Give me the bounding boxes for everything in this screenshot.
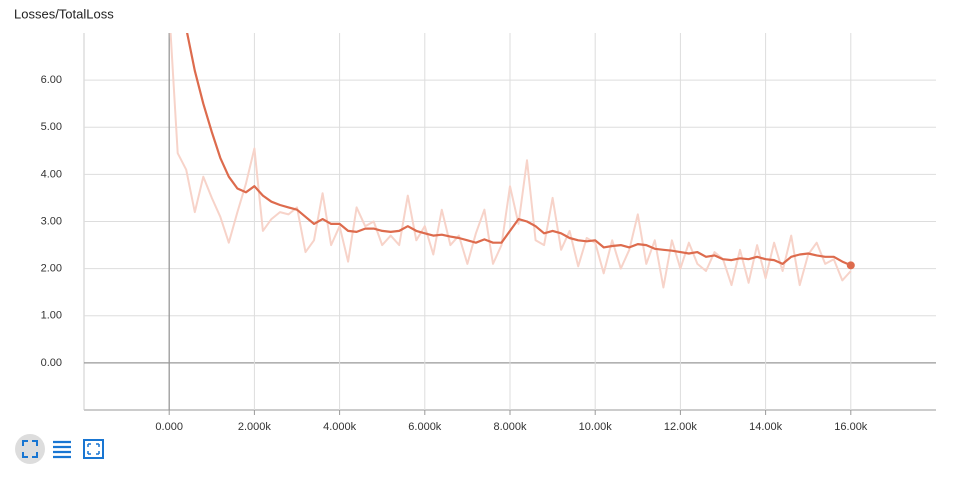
grid xyxy=(83,33,936,415)
x-tick-label: 0.000 xyxy=(155,421,183,433)
fit-button-bg[interactable] xyxy=(15,434,45,464)
plot xyxy=(169,33,852,289)
last-point xyxy=(846,261,855,270)
toolbar xyxy=(15,434,104,464)
y-tick-label: 0.00 xyxy=(41,357,62,369)
list-icon[interactable] xyxy=(53,440,71,459)
labels: 0.00 1.00 2.00 3.00 4.00 5.00 6.00 0.000 2.000k 4… xyxy=(41,74,868,433)
y-tick-label: 3.00 xyxy=(41,215,62,227)
x-tick-label: 6.000k xyxy=(408,421,442,433)
fit-icon[interactable] xyxy=(22,440,38,458)
y-tick-label: 5.00 xyxy=(41,121,62,133)
x-tick-label: 14.00k xyxy=(749,421,783,433)
series-line xyxy=(169,33,852,289)
x-tick-label: 8.000k xyxy=(493,421,527,433)
y-tick-label: 4.00 xyxy=(41,168,62,180)
expand-icon[interactable] xyxy=(83,439,104,459)
x-tick-label: 2.000k xyxy=(238,421,272,433)
x-tick-label: 4.000k xyxy=(323,421,357,433)
x-tick-label: 16.00k xyxy=(834,421,868,433)
y-tick-label: 1.00 xyxy=(41,310,62,322)
expand-inner[interactable] xyxy=(87,443,100,455)
series-line xyxy=(186,33,852,267)
y-tick-label: 2.00 xyxy=(41,263,62,275)
y-tick-label: 6.00 xyxy=(41,74,62,86)
x-tick-label: 12.00k xyxy=(664,421,698,433)
chart-title: Losses/TotalLoss xyxy=(14,6,114,21)
x-tick-label: 10.00k xyxy=(579,421,613,433)
